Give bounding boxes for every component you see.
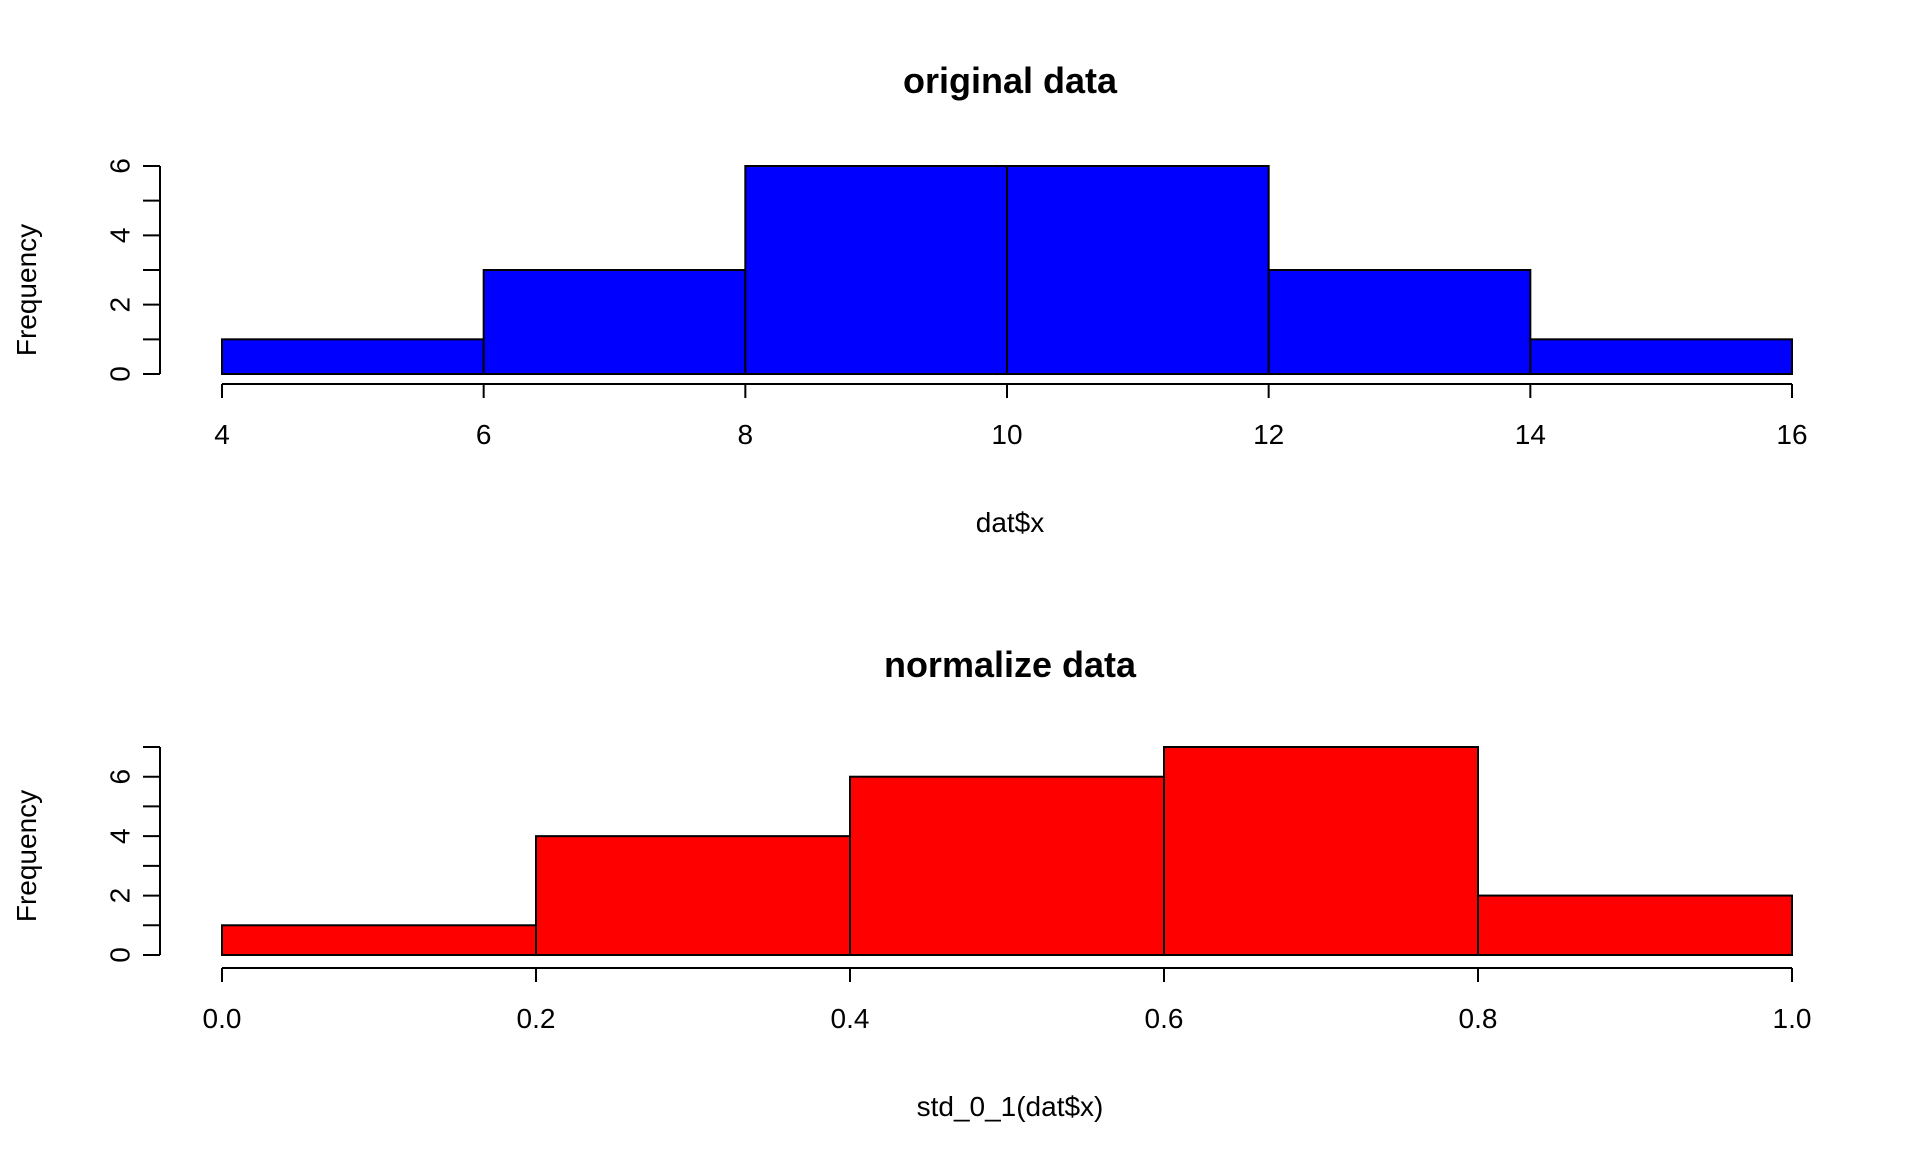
x-tick-label: 0.2 <box>517 1003 556 1034</box>
histogram-bar <box>535 835 851 957</box>
x-tick-label: 4 <box>214 419 230 450</box>
chart-title: original data <box>903 60 1118 101</box>
x-tick-label: 0.4 <box>831 1003 870 1034</box>
y-tick-label: 2 <box>105 888 136 904</box>
y-tick-label: 0 <box>105 366 136 382</box>
histogram-bar <box>482 269 747 375</box>
histogram-bar <box>221 924 537 956</box>
x-tick-label: 14 <box>1515 419 1546 450</box>
bars <box>221 165 1794 376</box>
y-tick-label: 0 <box>105 947 136 963</box>
bars <box>221 746 1793 957</box>
y-axis: 0 2 4 6 <box>105 158 161 382</box>
y-axis: 0 2 4 6 <box>105 746 161 963</box>
y-tick-label: 4 <box>105 228 136 244</box>
chart-title: normalize data <box>884 644 1137 685</box>
x-axis: 0.0 0.2 0.4 0.6 0.8 1.0 <box>203 967 1812 1034</box>
x-axis-label: std_0_1(dat$x) <box>917 1091 1104 1122</box>
histogram-normalize-data: normalize data std_0_1(dat$x) Frequency … <box>11 644 1811 1122</box>
x-tick-label: 8 <box>738 419 754 450</box>
y-tick-label: 4 <box>105 828 136 844</box>
y-tick-label: 6 <box>105 158 136 174</box>
x-tick-label: 0.6 <box>1145 1003 1184 1034</box>
histogram-bar <box>1163 746 1479 956</box>
y-axis-label: Frequency <box>11 224 42 356</box>
x-tick-label: 1.0 <box>1773 1003 1812 1034</box>
histogram-bar <box>1477 894 1793 956</box>
x-axis: 4 6 8 10 12 14 16 <box>214 383 1808 450</box>
x-tick-label: 10 <box>991 419 1022 450</box>
histogram-bar <box>744 165 1008 375</box>
y-tick-label: 2 <box>105 297 136 313</box>
y-tick-label: 6 <box>105 769 136 785</box>
x-tick-label: 6 <box>476 419 492 450</box>
y-axis-label: Frequency <box>11 790 42 922</box>
x-axis-label: dat$x <box>976 507 1045 538</box>
histogram-bar <box>1006 165 1270 375</box>
histogram-bar <box>221 338 485 376</box>
histogram-bar <box>1267 269 1532 375</box>
x-tick-label: 12 <box>1253 419 1284 450</box>
x-tick-label: 0.8 <box>1459 1003 1498 1034</box>
histogram-bar <box>849 775 1165 957</box>
histogram-bar <box>1529 338 1794 376</box>
x-tick-label: 16 <box>1776 419 1807 450</box>
histogram-original-data: original data dat$x Frequency 4 6 8 10 12 14 1… <box>11 60 1808 538</box>
x-tick-label: 0.0 <box>203 1003 242 1034</box>
